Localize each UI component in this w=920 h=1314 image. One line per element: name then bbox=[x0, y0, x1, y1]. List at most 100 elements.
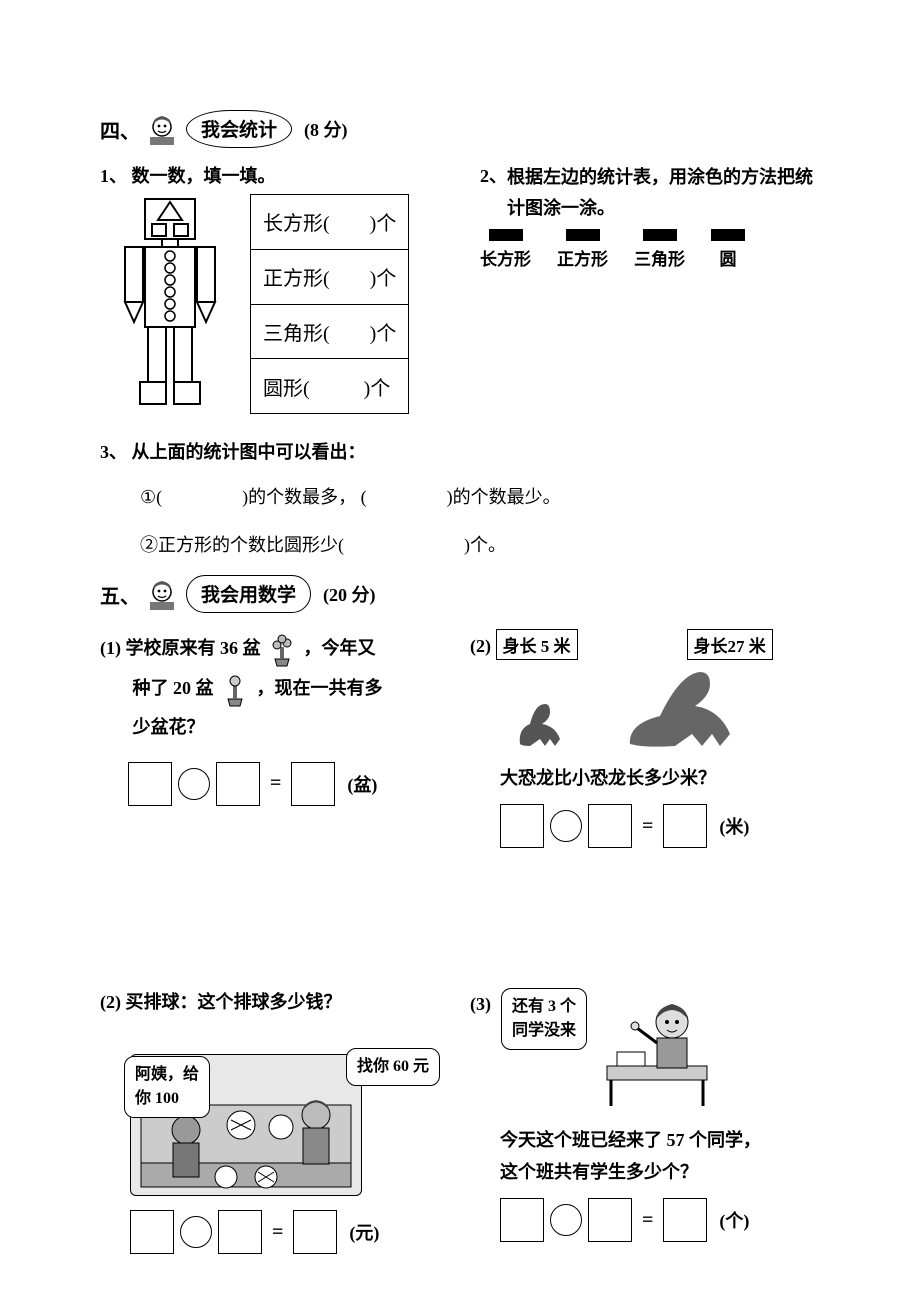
wp3-title: 买排球：这个排球多少钱？ bbox=[126, 992, 342, 1012]
dino-row bbox=[500, 664, 800, 754]
equals-sign: = bbox=[266, 772, 285, 795]
wp3-title-line: (2) 买排球：这个排球多少钱？ bbox=[100, 988, 430, 1014]
length-box-1: 身长 5 米 bbox=[496, 629, 578, 660]
wp4-equation: = (个) bbox=[500, 1198, 800, 1242]
bar-segment[interactable] bbox=[643, 240, 677, 241]
answer-box[interactable] bbox=[291, 762, 335, 806]
wp1-equation: = (盆) bbox=[128, 762, 430, 806]
rect-row: 长方形()个 bbox=[251, 195, 409, 250]
wp3-num: (2) bbox=[100, 992, 121, 1012]
answer-box[interactable] bbox=[500, 1198, 544, 1242]
wp2-header: (2) 身长 5 米 身长27 米 bbox=[470, 629, 800, 660]
section-5-header: 五、 我会用数学 (20 分) bbox=[100, 575, 830, 613]
wp4-unit: (个) bbox=[719, 1207, 749, 1233]
shape-count-table: 长方形()个 正方形()个 三角形()个 圆形()个 bbox=[250, 194, 409, 414]
bar-chart: 长方形 正方形 三角形 圆 bbox=[480, 229, 830, 270]
wp3-equation: = (元) bbox=[130, 1210, 430, 1254]
operator-circle[interactable] bbox=[180, 1216, 212, 1248]
bar-column: 三角形 bbox=[634, 229, 685, 270]
robot-icon bbox=[100, 194, 240, 414]
square-row: 正方形()个 bbox=[251, 249, 409, 304]
spacer bbox=[100, 888, 830, 948]
wp4-num: (3) bbox=[470, 994, 491, 1015]
q3-sub1: ①()的个数最多， ()的个数最少。 bbox=[140, 478, 830, 518]
wp4-top: (3) 还有 3 个 同学没来 bbox=[470, 988, 800, 1108]
equals-sign: = bbox=[638, 1209, 657, 1232]
section-5-points: (20 分) bbox=[323, 581, 376, 607]
equals-sign: = bbox=[638, 815, 657, 838]
wp4-line1: 今天这个班已经来了 57 个同学， bbox=[500, 1122, 800, 1158]
wp2-num: (2) bbox=[470, 636, 491, 656]
bar-segment[interactable] bbox=[711, 240, 745, 241]
operator-circle[interactable] bbox=[550, 1204, 582, 1236]
answer-box[interactable] bbox=[663, 1198, 707, 1242]
bar[interactable] bbox=[643, 229, 677, 241]
wp2-question: 大恐龙比小恐龙长多少米？ bbox=[500, 764, 800, 790]
wp4-speech: 还有 3 个 同学没来 bbox=[501, 988, 587, 1050]
bar-column: 长方形 bbox=[480, 229, 531, 270]
bar-segment[interactable] bbox=[489, 240, 523, 241]
answer-box[interactable] bbox=[663, 804, 707, 848]
section-4-number: 四、 bbox=[100, 115, 140, 144]
tri-row: 三角形()个 bbox=[251, 304, 409, 359]
answer-box[interactable] bbox=[293, 1210, 337, 1254]
q3-label: 3、 bbox=[100, 442, 127, 462]
answer-box[interactable] bbox=[500, 804, 544, 848]
flower-pot-icon bbox=[218, 673, 252, 707]
wp3-scene-wrap: 阿姨，给 你 100 找你 60 元 bbox=[130, 1054, 430, 1196]
bar[interactable] bbox=[566, 229, 600, 241]
bar-label: 三角形 bbox=[634, 245, 685, 270]
answer-box[interactable] bbox=[588, 1198, 632, 1242]
bar[interactable] bbox=[711, 229, 745, 241]
q1-block: 1、 数一数，填一填。 bbox=[100, 162, 460, 414]
bar-label: 正方形 bbox=[557, 245, 608, 270]
big-dino-icon bbox=[620, 664, 760, 754]
answer-box[interactable] bbox=[218, 1210, 262, 1254]
wp1: (1) 学校原来有 36 盆 ，今年又 种了 20 盆 ，现在一共有多 少盆花？ bbox=[100, 629, 430, 848]
flower-pot-icon bbox=[265, 633, 299, 667]
wp1-num: (1) bbox=[100, 638, 121, 658]
length-box-2: 身长27 米 bbox=[687, 629, 773, 660]
bar-column: 圆 bbox=[711, 229, 745, 270]
operator-circle[interactable] bbox=[178, 768, 210, 800]
section-4-points: (8 分) bbox=[304, 116, 348, 142]
wp2-unit: (米) bbox=[719, 813, 749, 839]
bar-segment[interactable] bbox=[566, 240, 600, 241]
wp4: (3) 还有 3 个 同学没来 今天这个班 bbox=[470, 988, 800, 1254]
bar-label: 长方形 bbox=[480, 245, 531, 270]
q2-label: 2、 bbox=[480, 162, 507, 223]
q1-label-line: 1、 数一数，填一填。 bbox=[100, 162, 460, 188]
q1-q2-row: 1、 数一数，填一填。 bbox=[100, 162, 830, 414]
operator-circle[interactable] bbox=[550, 810, 582, 842]
bar-column: 正方形 bbox=[557, 229, 608, 270]
wp2: (2) 身长 5 米 身长27 米 大恐龙比小恐龙长多少米？ = bbox=[470, 629, 800, 848]
wp3-speech-1: 阿姨，给 你 100 bbox=[124, 1056, 210, 1118]
q3-block: 3、 从上面的统计图中可以看出： ①()的个数最多， ()的个数最少。 ②正方形… bbox=[100, 438, 830, 565]
equals-sign: = bbox=[268, 1221, 287, 1244]
q2-block: 2、 根据左边的统计表，用涂色的方法把统计图涂一涂。 长方形 正方形 三角形 圆 bbox=[480, 162, 830, 270]
bar[interactable] bbox=[489, 229, 523, 241]
answer-box[interactable] bbox=[588, 804, 632, 848]
answer-box[interactable] bbox=[216, 762, 260, 806]
girl-head-icon bbox=[144, 576, 180, 612]
circle-row: 圆形()个 bbox=[251, 359, 409, 414]
girl-head-icon bbox=[144, 111, 180, 147]
small-dino-icon bbox=[500, 684, 590, 754]
answer-box[interactable] bbox=[130, 1210, 174, 1254]
wp3-speech-2: 找你 60 元 bbox=[346, 1048, 440, 1086]
q2-text: 根据左边的统计表，用涂色的方法把统计图涂一涂。 bbox=[507, 162, 830, 223]
section-4-header: 四、 我会统计 (8 分) bbox=[100, 110, 830, 148]
answer-box[interactable] bbox=[128, 762, 172, 806]
q2-label-line: 2、 根据左边的统计表，用涂色的方法把统计图涂一涂。 bbox=[480, 162, 830, 223]
q3-sub2: ②正方形的个数比圆形少()个。 bbox=[140, 526, 830, 566]
wp2-equation: = (米) bbox=[500, 804, 800, 848]
wp4-line2: 这个班共有学生多少个？ bbox=[500, 1158, 800, 1184]
wp3-unit: (元) bbox=[349, 1219, 379, 1245]
bar-label: 圆 bbox=[720, 245, 737, 270]
section-5-bubble: 我会用数学 bbox=[186, 575, 311, 613]
q3-text: 从上面的统计图中可以看出： bbox=[132, 442, 366, 462]
teacher-desk-icon bbox=[597, 988, 717, 1108]
wp1-text: (1) 学校原来有 36 盆 ，今年又 种了 20 盆 ，现在一共有多 少盆花？ bbox=[100, 629, 430, 748]
wp3: (2) 买排球：这个排球多少钱？ 阿姨，给 你 100 找你 60 元 bbox=[100, 988, 430, 1254]
section-4-bubble: 我会统计 bbox=[186, 110, 292, 148]
